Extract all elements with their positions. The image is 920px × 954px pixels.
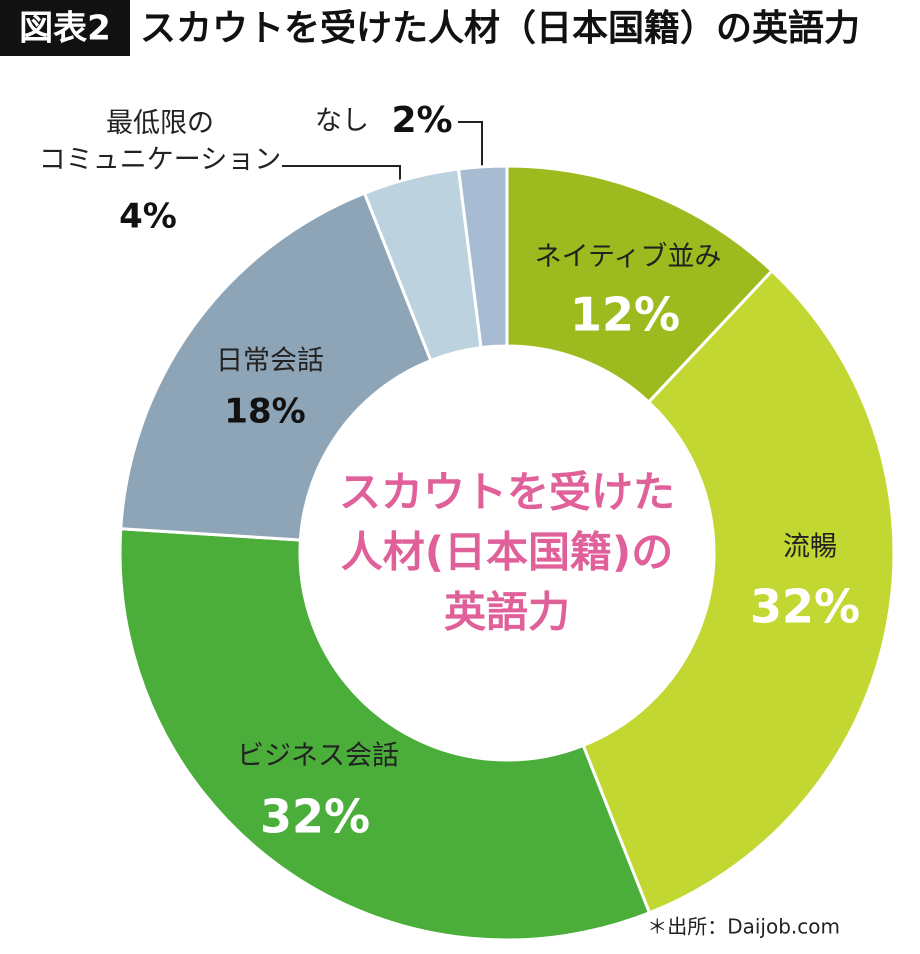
- value-label: 32%: [260, 790, 370, 844]
- value-label: 2%: [391, 100, 452, 141]
- donut-slice: [118, 527, 652, 942]
- donut-slice: [456, 164, 509, 350]
- leader-line: [458, 121, 483, 186]
- source: ＊出所：Daijob.com: [647, 915, 840, 939]
- chart-title: スカウトを受けた人材（日本国籍）の英語力: [140, 8, 860, 49]
- center-text: スカウトを受けた: [339, 468, 675, 517]
- category-label: ビジネス会話: [237, 741, 399, 772]
- category-label: 最低限のコミュニケーション: [39, 108, 281, 175]
- donut-slice: [119, 191, 433, 542]
- badge-bg: [0, 0, 130, 56]
- value-label: 32%: [750, 580, 860, 634]
- value-label: 18%: [224, 392, 305, 432]
- category-label: 日常会話: [216, 346, 324, 377]
- category-label: なし: [315, 106, 369, 137]
- center-text: 英語力: [444, 588, 570, 637]
- value-label: 12%: [570, 288, 680, 342]
- category-label: 流暢: [783, 532, 837, 563]
- category-label: ネイティブ並み: [535, 242, 722, 273]
- donut-slice: [581, 268, 896, 915]
- badge: 図表2: [19, 9, 111, 49]
- center-text: 人材(日本国籍)の: [341, 528, 673, 577]
- value-label: 4%: [119, 197, 177, 237]
